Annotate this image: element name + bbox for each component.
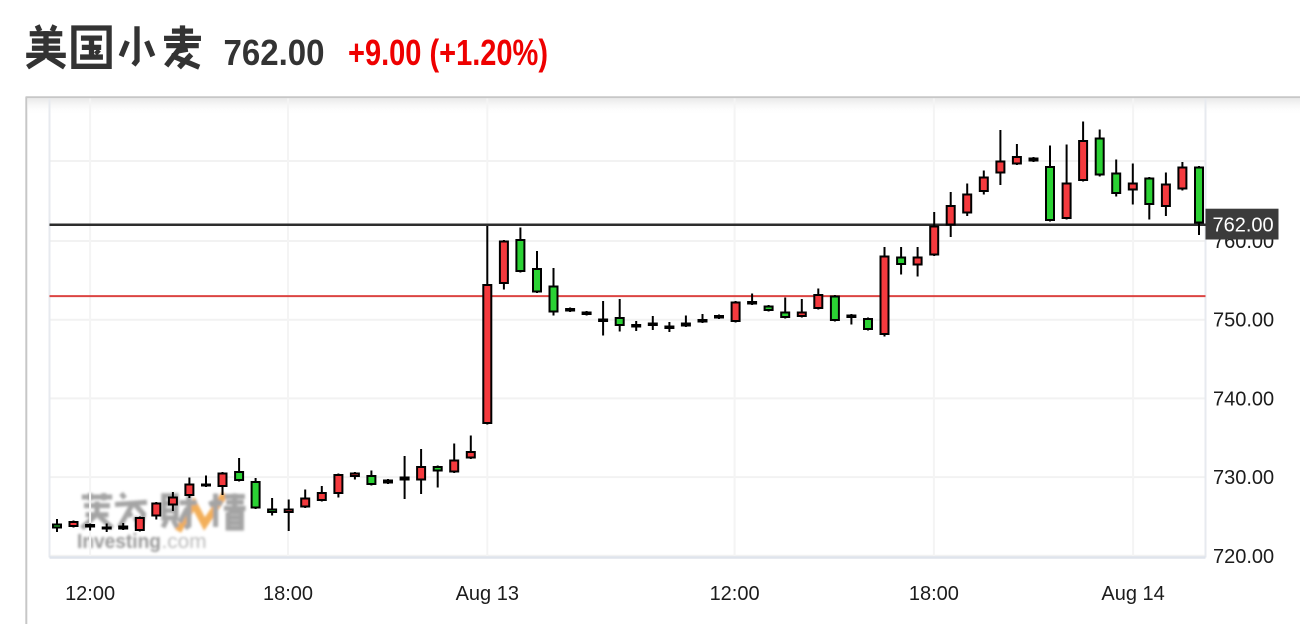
svg-text:.com: .com (162, 531, 207, 553)
svg-text:Aug 13: Aug 13 (456, 583, 519, 605)
svg-text:730.00: 730.00 (1213, 467, 1274, 489)
svg-text:762.00: 762.00 (1213, 215, 1274, 237)
svg-text:720.00: 720.00 (1213, 546, 1274, 568)
svg-text:Aug 14: Aug 14 (1101, 583, 1164, 605)
svg-text:18:00: 18:00 (263, 583, 313, 605)
svg-text:12:00: 12:00 (65, 583, 115, 605)
svg-text:740.00: 740.00 (1213, 388, 1274, 410)
svg-text:Investing: Investing (77, 531, 161, 553)
svg-text:+9.00 (+1.20%): +9.00 (+1.20%) (348, 32, 548, 73)
svg-text:762.00: 762.00 (224, 32, 325, 73)
svg-text:12:00: 12:00 (710, 583, 760, 605)
svg-text:750.00: 750.00 (1213, 310, 1274, 332)
svg-text:18:00: 18:00 (909, 583, 959, 605)
